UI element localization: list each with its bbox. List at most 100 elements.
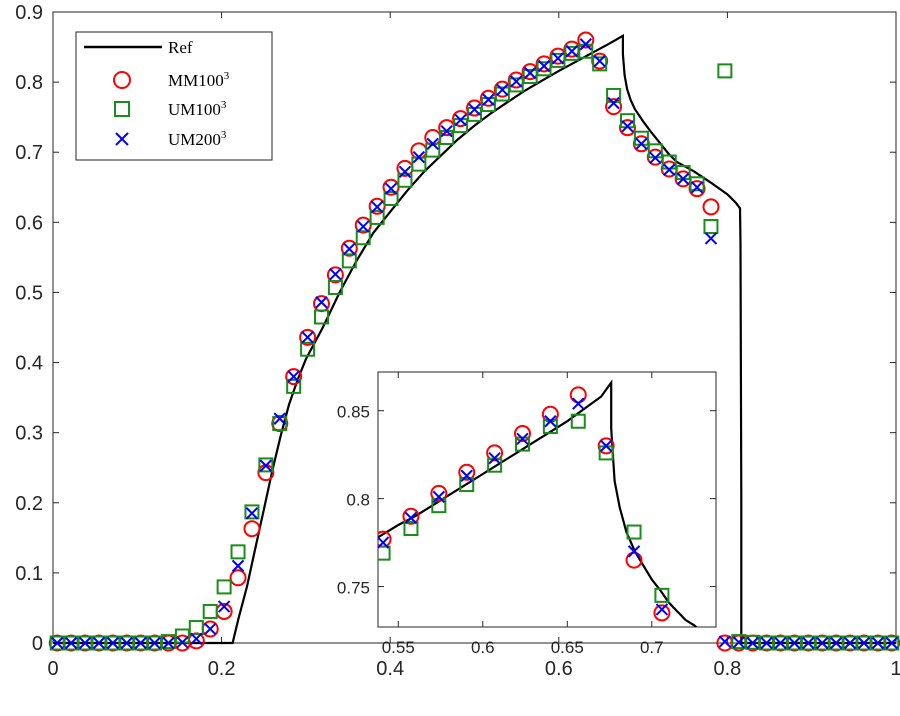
point-um200 xyxy=(579,38,592,51)
point-um200 xyxy=(537,59,551,73)
point-mm100 xyxy=(702,198,720,216)
point-um200 xyxy=(676,172,690,186)
point-um200 xyxy=(301,331,314,344)
point-um100 xyxy=(327,280,343,296)
point-um200 xyxy=(432,490,446,504)
point-um200 xyxy=(802,636,815,650)
point-um200 xyxy=(663,163,676,176)
point-um100 xyxy=(689,176,705,192)
legend-x-marker xyxy=(115,132,129,146)
point-um200 xyxy=(378,536,390,549)
point-um100 xyxy=(216,579,232,595)
point-um100 xyxy=(244,504,260,520)
point-mm100 xyxy=(340,239,358,257)
point-um200 xyxy=(565,45,579,58)
point-um200 xyxy=(816,636,829,650)
y-tick-label: 0.1 xyxy=(15,563,43,585)
point-mm100 xyxy=(402,507,420,525)
point-um200 xyxy=(78,636,92,650)
point-um200 xyxy=(690,181,704,194)
x-tick-label: 0.8 xyxy=(713,658,741,680)
point-um100 xyxy=(383,190,399,206)
point-um100 xyxy=(717,63,733,79)
point-um100 xyxy=(188,620,204,636)
point-um200 xyxy=(231,559,245,573)
legend-box xyxy=(75,31,273,161)
point-um200 xyxy=(635,137,648,151)
y-tick-label: 0.8 xyxy=(15,72,43,94)
point-um200 xyxy=(64,636,78,650)
point-um200 xyxy=(621,120,634,133)
point-um200 xyxy=(384,182,398,195)
point-mm100 xyxy=(326,266,344,284)
point-um200 xyxy=(106,636,120,650)
point-um200 xyxy=(404,511,418,525)
legend-label-um100: UM1003 xyxy=(168,99,227,119)
point-um200 xyxy=(92,636,106,650)
point-um200 xyxy=(412,150,426,164)
point-um100 xyxy=(403,521,419,537)
point-mm100 xyxy=(605,98,623,116)
point-mm100 xyxy=(299,328,317,346)
point-um200 xyxy=(460,469,473,482)
point-um100 xyxy=(536,61,552,77)
point-um200 xyxy=(593,54,606,68)
point-um100 xyxy=(703,219,719,235)
point-um200 xyxy=(704,232,718,245)
point-um100 xyxy=(592,56,608,72)
point-um200 xyxy=(259,459,273,472)
point-um200 xyxy=(217,600,231,613)
point-um100 xyxy=(508,77,524,93)
point-um200 xyxy=(607,96,620,110)
point-um200 xyxy=(148,636,161,650)
point-um100 xyxy=(494,86,510,102)
x-tick-label: 0.55 xyxy=(382,638,415,657)
point-um100 xyxy=(202,603,218,619)
legend-label-ref: Ref xyxy=(168,38,193,57)
y-tick-label: 0.9 xyxy=(15,2,43,24)
point-um200 xyxy=(746,636,759,650)
point-mm100 xyxy=(229,569,247,587)
point-um200 xyxy=(774,636,787,650)
point-um100 xyxy=(884,635,900,651)
point-um200 xyxy=(287,370,300,383)
x-tick-label: 0.6 xyxy=(545,658,573,680)
point-um200 xyxy=(627,545,641,558)
point-mm100 xyxy=(486,444,504,462)
point-um200 xyxy=(245,507,259,520)
x-tick-label: 0.4 xyxy=(376,658,404,680)
point-mm100 xyxy=(354,216,372,234)
point-um200 xyxy=(343,242,356,256)
y-tick-label: 0.3 xyxy=(15,423,43,445)
point-um100 xyxy=(341,253,357,269)
inset-plot: 0.55 0.6 0.65 0.7 0.75 0.8 0.85 xyxy=(337,371,717,657)
clipped-series xyxy=(378,379,698,627)
x-tick-label: 0.7 xyxy=(640,638,664,657)
series-line-ref xyxy=(378,379,698,627)
point-um200 xyxy=(51,636,64,650)
x-tick-label: 0.2 xyxy=(208,658,236,680)
x-tick-label: 0 xyxy=(47,658,58,680)
point-um100 xyxy=(258,457,274,473)
point-mm100 xyxy=(368,197,386,215)
y-tick-label: 0.6 xyxy=(15,212,43,234)
main-plot-area xyxy=(48,31,900,652)
point-mm100 xyxy=(430,484,448,502)
point-um200 xyxy=(829,636,843,650)
point-um200 xyxy=(488,451,501,465)
main-axis-ticks: 0 0.2 0.4 0.6 0.8 100.10.20.30.40.50.60.70.80… xyxy=(15,2,900,680)
x-tick-label: 0.6 xyxy=(471,638,495,657)
point-um100 xyxy=(459,477,475,493)
point-um200 xyxy=(516,432,529,446)
legend-label-um200: UM2003 xyxy=(168,129,227,149)
point-um100 xyxy=(570,413,586,429)
point-um200 xyxy=(426,137,439,151)
point-um200 xyxy=(760,636,773,650)
point-um200 xyxy=(204,622,217,636)
point-um100 xyxy=(300,341,316,357)
point-um200 xyxy=(315,296,328,309)
point-mm100 xyxy=(285,368,303,386)
point-um200 xyxy=(885,636,898,650)
point-um100 xyxy=(378,545,391,561)
